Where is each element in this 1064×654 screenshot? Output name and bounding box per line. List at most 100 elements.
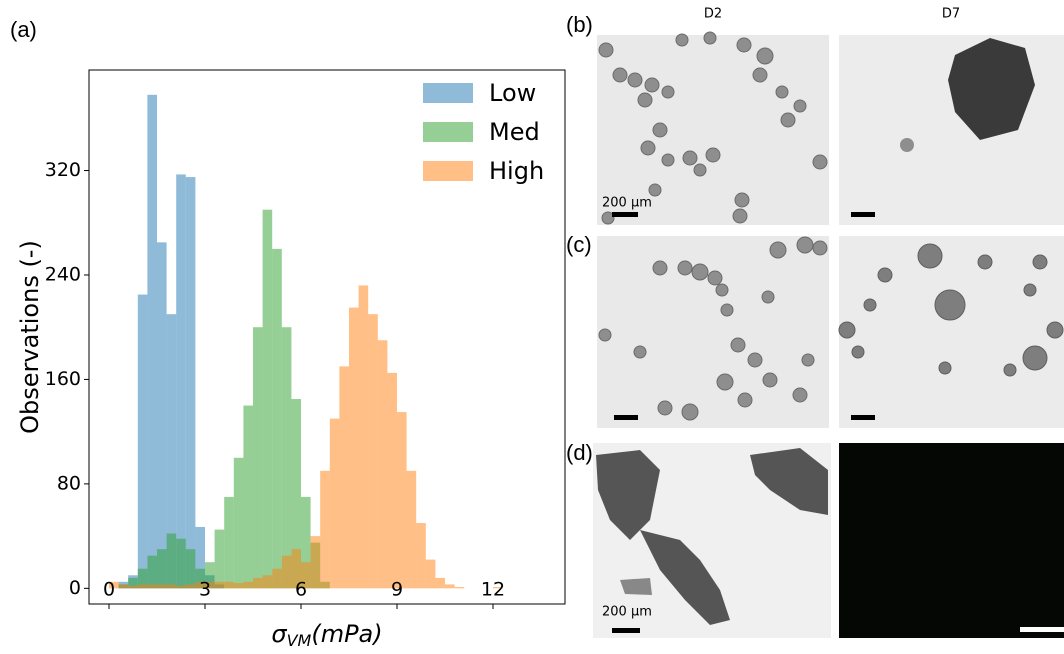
histogram-bar xyxy=(118,584,129,589)
histogram-bar xyxy=(214,529,225,589)
histogram-bar xyxy=(377,340,388,589)
histogram-bar xyxy=(272,248,282,589)
y-tick-label: 320 xyxy=(45,159,81,181)
histogram-bar xyxy=(493,587,503,589)
histogram-bar xyxy=(253,327,263,589)
histogram-bar xyxy=(416,523,426,589)
column-header: D7 xyxy=(942,7,960,22)
histogram-bar xyxy=(185,549,196,589)
histogram-bar xyxy=(406,470,417,589)
histogram-bar xyxy=(166,584,177,589)
histogram-bar xyxy=(425,559,436,589)
legend-label: Low xyxy=(489,79,536,107)
panel-label: (d) xyxy=(566,440,593,465)
x-label-subscript: VM xyxy=(287,631,312,650)
histogram-bar xyxy=(166,314,177,589)
histogram-bar xyxy=(205,562,215,589)
x-tick-label: 3 xyxy=(199,579,211,601)
legend-swatch xyxy=(423,122,473,142)
y-axis-label: Observations (-) xyxy=(16,240,44,434)
histogram-bar xyxy=(147,584,157,589)
histogram-bar xyxy=(176,174,186,589)
scale-bar xyxy=(1020,627,1064,632)
y-tick-label: 240 xyxy=(45,263,81,285)
legend-swatch xyxy=(423,161,473,181)
histogram-bar xyxy=(301,496,311,589)
histogram-bar xyxy=(157,584,167,589)
x-label-symbol: σ xyxy=(271,620,287,648)
histogram-bar xyxy=(281,555,292,589)
histogram-bar xyxy=(157,549,167,589)
histogram-bar xyxy=(147,555,157,589)
histogram-bar xyxy=(195,526,205,589)
histogram-bar xyxy=(224,496,234,589)
histogram-bar xyxy=(397,412,407,589)
histogram-bar xyxy=(214,581,225,589)
aggregate xyxy=(948,38,1035,140)
histogram-bar xyxy=(128,585,138,589)
histogram-bar xyxy=(176,538,186,589)
histogram-bar xyxy=(339,366,349,589)
histogram-bar xyxy=(137,568,148,589)
histogram-bar xyxy=(291,399,301,589)
legend-swatch xyxy=(423,83,473,103)
image xyxy=(597,236,829,428)
histogram-bar xyxy=(291,549,301,589)
column-header: D2 xyxy=(704,7,722,22)
plot: 0 3 6 9 12 0 80 160 240 320 Low Med High xyxy=(45,69,566,609)
legend-label: Med xyxy=(489,118,540,146)
spheroids xyxy=(838,243,1064,377)
histogram-bar xyxy=(185,177,196,589)
spheroids xyxy=(598,31,828,225)
image xyxy=(839,35,1064,225)
x-axis-label: σVM(mPa) xyxy=(271,620,382,650)
image xyxy=(597,35,829,225)
histogram-bar xyxy=(128,577,138,589)
histogram-bar xyxy=(349,307,359,589)
spheroids xyxy=(598,236,828,421)
histogram-bar xyxy=(243,581,253,589)
histogram-bar xyxy=(147,94,157,589)
image xyxy=(839,443,1064,638)
scale-label: 200 µm xyxy=(602,196,652,211)
histogram-bar xyxy=(262,575,273,589)
panel-label: (b) xyxy=(566,12,593,37)
image xyxy=(839,236,1064,428)
histogram-bar xyxy=(157,242,167,589)
histogram-bar xyxy=(358,285,369,589)
histogram-bar xyxy=(320,470,330,589)
histogram-bar xyxy=(301,562,311,589)
legend-label: High xyxy=(489,157,544,185)
histogram-bar xyxy=(137,294,148,589)
histogram-bar xyxy=(195,581,205,589)
histogram-bar xyxy=(109,581,119,589)
histogram-bar xyxy=(243,405,253,589)
histogram-bar xyxy=(368,314,378,589)
histogram-bar xyxy=(272,568,282,589)
histogram-bar xyxy=(281,327,292,589)
histogram-bar xyxy=(137,584,148,589)
panel-label: (c) xyxy=(566,232,592,257)
histogram-bar xyxy=(233,583,244,589)
histogram-bar xyxy=(205,581,215,589)
y-tick-label: 160 xyxy=(45,368,81,390)
spheroid xyxy=(900,138,914,152)
histogram-bar xyxy=(233,457,244,589)
histogram-bar xyxy=(176,585,186,589)
histogram-bar xyxy=(166,533,177,589)
x-tick-label: 0 xyxy=(103,579,115,601)
histogram-bar xyxy=(185,584,196,589)
histogram-bar xyxy=(253,577,263,589)
histogram-bar xyxy=(387,372,397,589)
panel-label: (a) xyxy=(10,17,37,42)
x-tick-label: 6 xyxy=(295,579,307,601)
x-tick-label: 9 xyxy=(391,579,403,601)
micrographs: 200 µm 200 µm xyxy=(593,31,1064,638)
x-label-unit: (mPa) xyxy=(311,620,382,648)
y-tick-label: 80 xyxy=(57,472,81,494)
histogram-bar xyxy=(262,209,273,589)
histogram-bar xyxy=(224,581,234,589)
histogram-bar xyxy=(445,584,455,589)
histogram-bar xyxy=(195,568,205,589)
